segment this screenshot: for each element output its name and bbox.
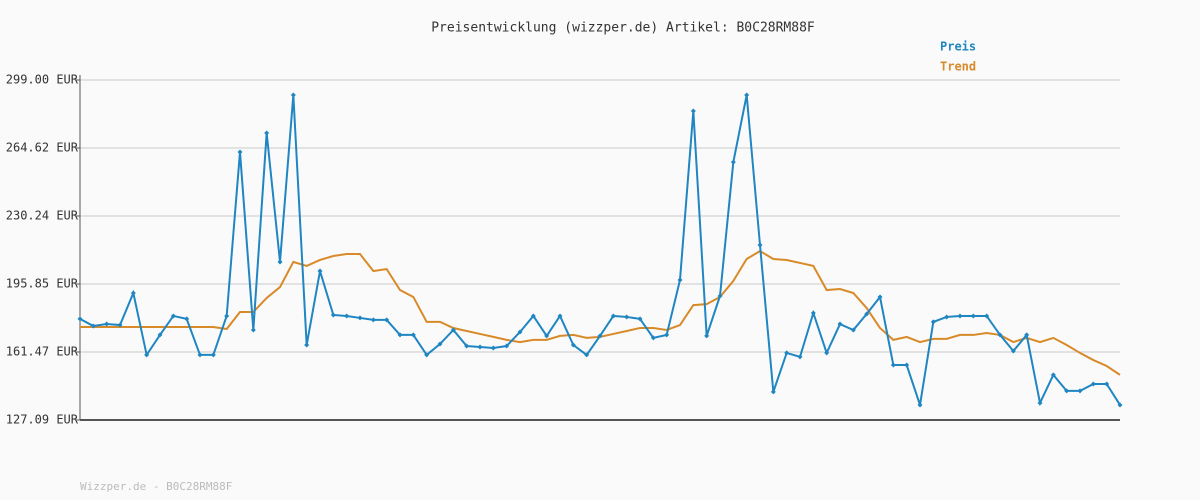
point	[810, 310, 816, 316]
point	[1077, 388, 1083, 394]
point	[104, 321, 110, 327]
legend-label: Preis	[940, 40, 976, 54]
point	[797, 354, 803, 360]
point	[544, 333, 550, 339]
point	[317, 268, 323, 274]
point	[864, 311, 870, 317]
point	[984, 313, 990, 319]
point	[290, 92, 296, 98]
point	[717, 293, 723, 299]
point	[624, 314, 630, 320]
point	[237, 149, 243, 155]
point	[130, 290, 136, 296]
point	[890, 362, 896, 368]
point	[757, 242, 763, 248]
point	[1037, 400, 1043, 406]
y-tick-label: 127.09 EUR	[6, 413, 79, 427]
point	[277, 259, 283, 265]
point	[704, 333, 710, 339]
point	[850, 327, 856, 333]
point	[424, 352, 430, 358]
point	[157, 332, 163, 338]
point	[144, 352, 150, 358]
point	[997, 332, 1003, 338]
point	[450, 327, 456, 333]
point	[784, 350, 790, 356]
point	[490, 345, 496, 351]
y-tick-label: 299.00 EUR	[6, 73, 79, 87]
point	[477, 344, 483, 350]
point	[1024, 332, 1030, 338]
point	[90, 323, 96, 329]
point	[637, 316, 643, 322]
point	[677, 277, 683, 283]
point	[410, 332, 416, 338]
point	[184, 316, 190, 322]
chart-title: Preisentwicklung (wizzper.de) Artikel: B…	[431, 21, 815, 36]
point	[730, 159, 736, 165]
point	[264, 130, 270, 136]
y-tick-label: 230.24 EUR	[6, 208, 79, 222]
point	[370, 317, 376, 323]
point	[464, 343, 470, 349]
point	[957, 313, 963, 319]
point	[570, 342, 576, 348]
point	[304, 342, 310, 348]
point	[837, 321, 843, 327]
point	[530, 313, 536, 319]
point	[504, 343, 510, 349]
point	[437, 341, 443, 347]
point	[824, 350, 830, 356]
point	[1064, 388, 1070, 394]
y-tick-label: 161.47 EUR	[6, 345, 79, 359]
point	[744, 92, 750, 98]
point	[397, 332, 403, 338]
point	[1090, 381, 1096, 387]
point	[357, 315, 363, 321]
point	[250, 327, 256, 333]
point	[650, 335, 656, 341]
point	[384, 317, 390, 323]
point	[664, 332, 670, 338]
point	[970, 313, 976, 319]
point	[944, 314, 950, 320]
point	[1010, 348, 1016, 354]
point	[210, 352, 216, 358]
point	[344, 313, 350, 319]
point	[904, 362, 910, 368]
point	[224, 313, 230, 319]
point	[584, 352, 590, 358]
point	[1050, 372, 1056, 378]
footer: Wizzper.de - B0C28RM88F	[80, 480, 232, 493]
point	[170, 313, 176, 319]
point	[1104, 381, 1110, 387]
point	[877, 294, 883, 300]
legend-label: Trend	[940, 60, 976, 74]
point	[690, 108, 696, 114]
y-tick-label: 264.62 EUR	[6, 140, 79, 154]
point	[197, 352, 203, 358]
point	[517, 329, 523, 335]
point	[917, 402, 923, 408]
point	[117, 322, 123, 328]
point	[557, 313, 563, 319]
point	[610, 313, 616, 319]
y-tick-label: 195.85 EUR	[6, 277, 79, 291]
point	[77, 316, 83, 322]
point	[330, 312, 336, 318]
point	[1117, 402, 1123, 408]
point	[597, 333, 603, 339]
point	[930, 319, 936, 325]
point	[770, 389, 776, 395]
